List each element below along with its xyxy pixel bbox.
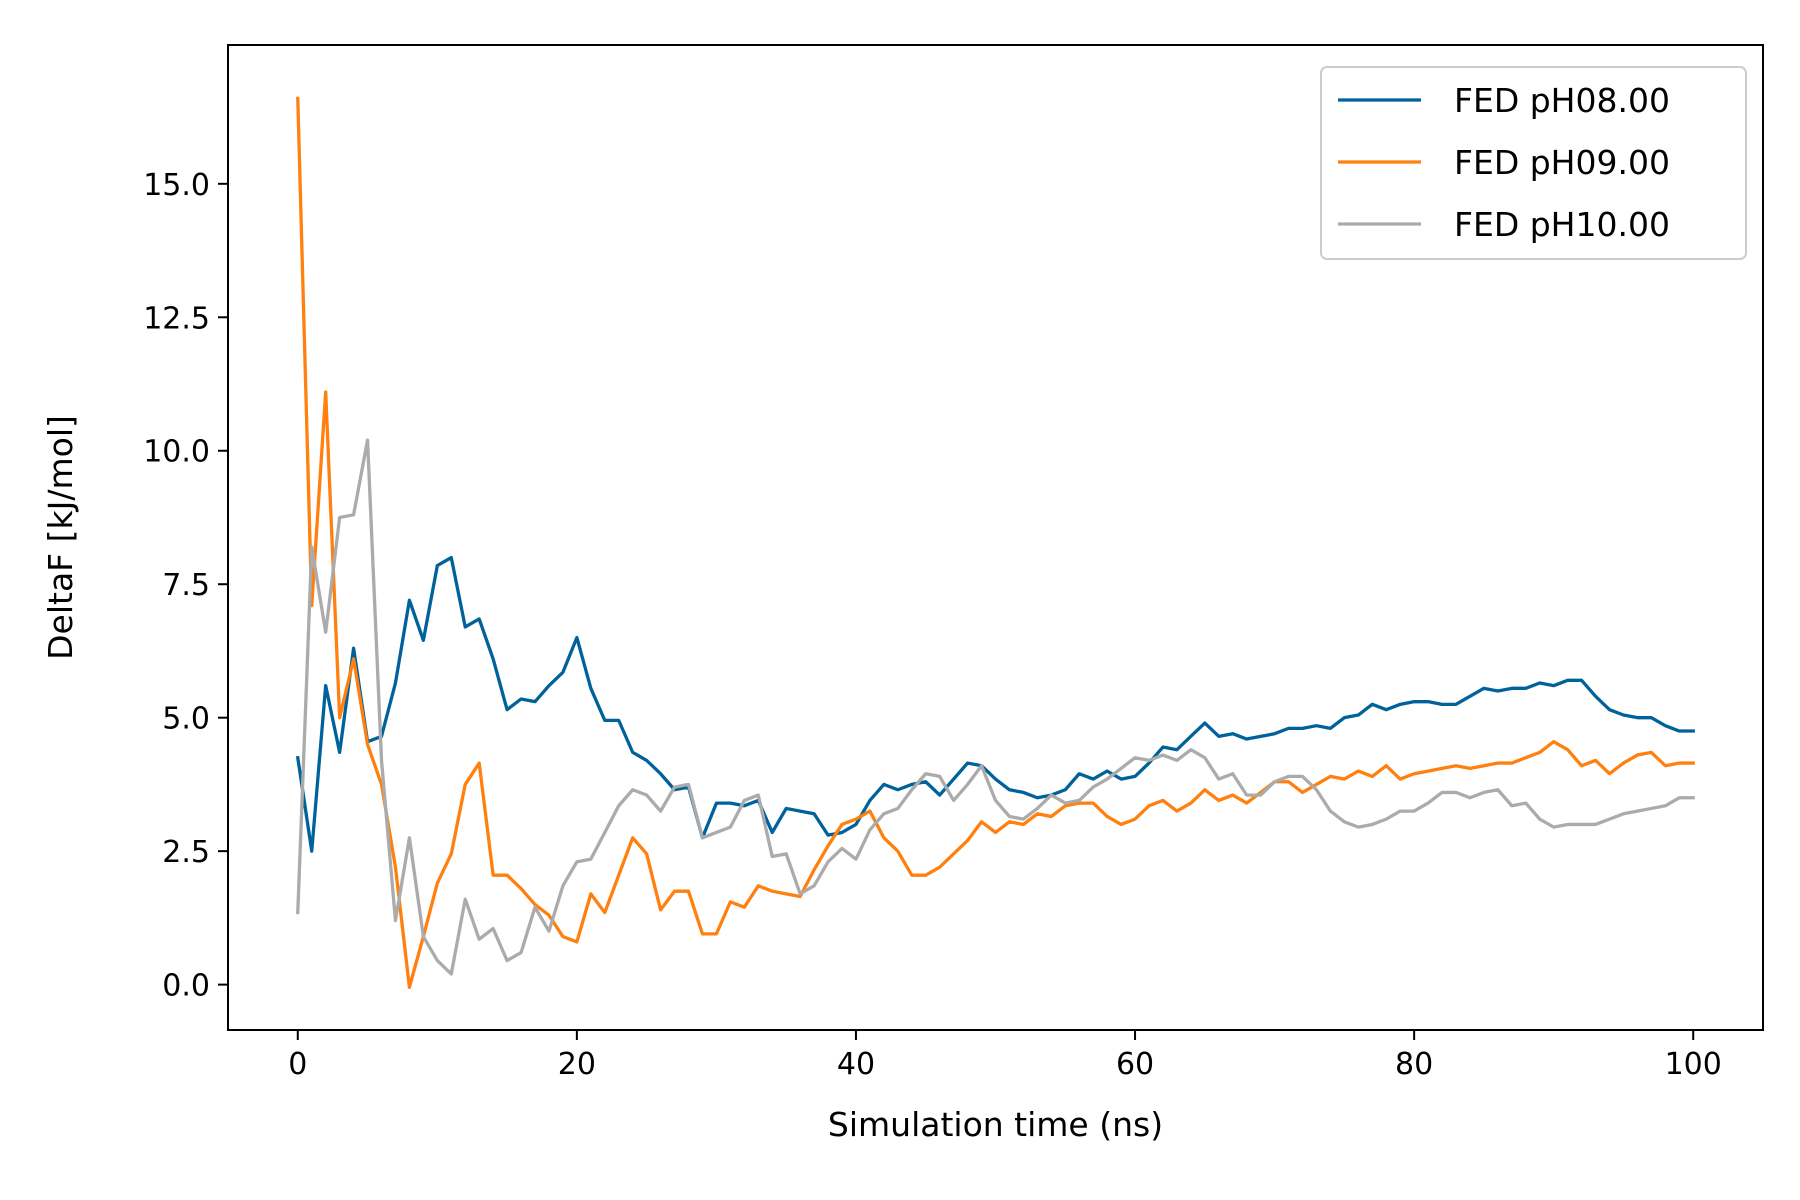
series-line-1 <box>295 555 1695 853</box>
legend-box <box>1320 66 1747 260</box>
legend-label: FED pH08.00 <box>1454 81 1670 120</box>
y-tick-label: 12.5 <box>143 301 210 336</box>
legend: FED pH08.00 FED pH09.00 FED pH10.00 <box>1320 66 1747 260</box>
x-axis-label: Simulation time (ns) <box>828 1105 1163 1144</box>
x-tick-label: 60 <box>1116 1047 1154 1082</box>
series-lines <box>295 96 1695 989</box>
legend-label: FED pH10.00 <box>1454 205 1670 244</box>
x-axis-ticks: 0 20 40 60 80 100 <box>288 1030 1722 1082</box>
y-axis-ticks: 0.0 2.5 5.0 7.5 10.0 12.5 15.0 <box>143 168 228 1004</box>
x-tick-label: 0 <box>288 1047 307 1082</box>
x-tick-label: 80 <box>1395 1047 1433 1082</box>
y-tick-label: 10.0 <box>143 435 210 470</box>
y-tick-label: 5.0 <box>162 702 210 737</box>
plot-area-frame <box>227 44 1764 1031</box>
series-line-2 <box>296 96 1695 989</box>
x-tick-label: 100 <box>1665 1047 1722 1082</box>
x-tick-label: 20 <box>558 1047 596 1082</box>
y-tick-label: 15.0 <box>143 168 210 203</box>
y-tick-label: 2.5 <box>162 835 210 870</box>
series-line-3 <box>296 438 1695 976</box>
y-tick-label: 0.0 <box>162 969 210 1004</box>
y-tick-label: 7.5 <box>162 568 210 603</box>
x-tick-label: 40 <box>837 1047 875 1082</box>
legend-label: FED pH09.00 <box>1454 143 1670 182</box>
y-axis-label: DeltaF [kJ/mol] <box>41 415 80 660</box>
